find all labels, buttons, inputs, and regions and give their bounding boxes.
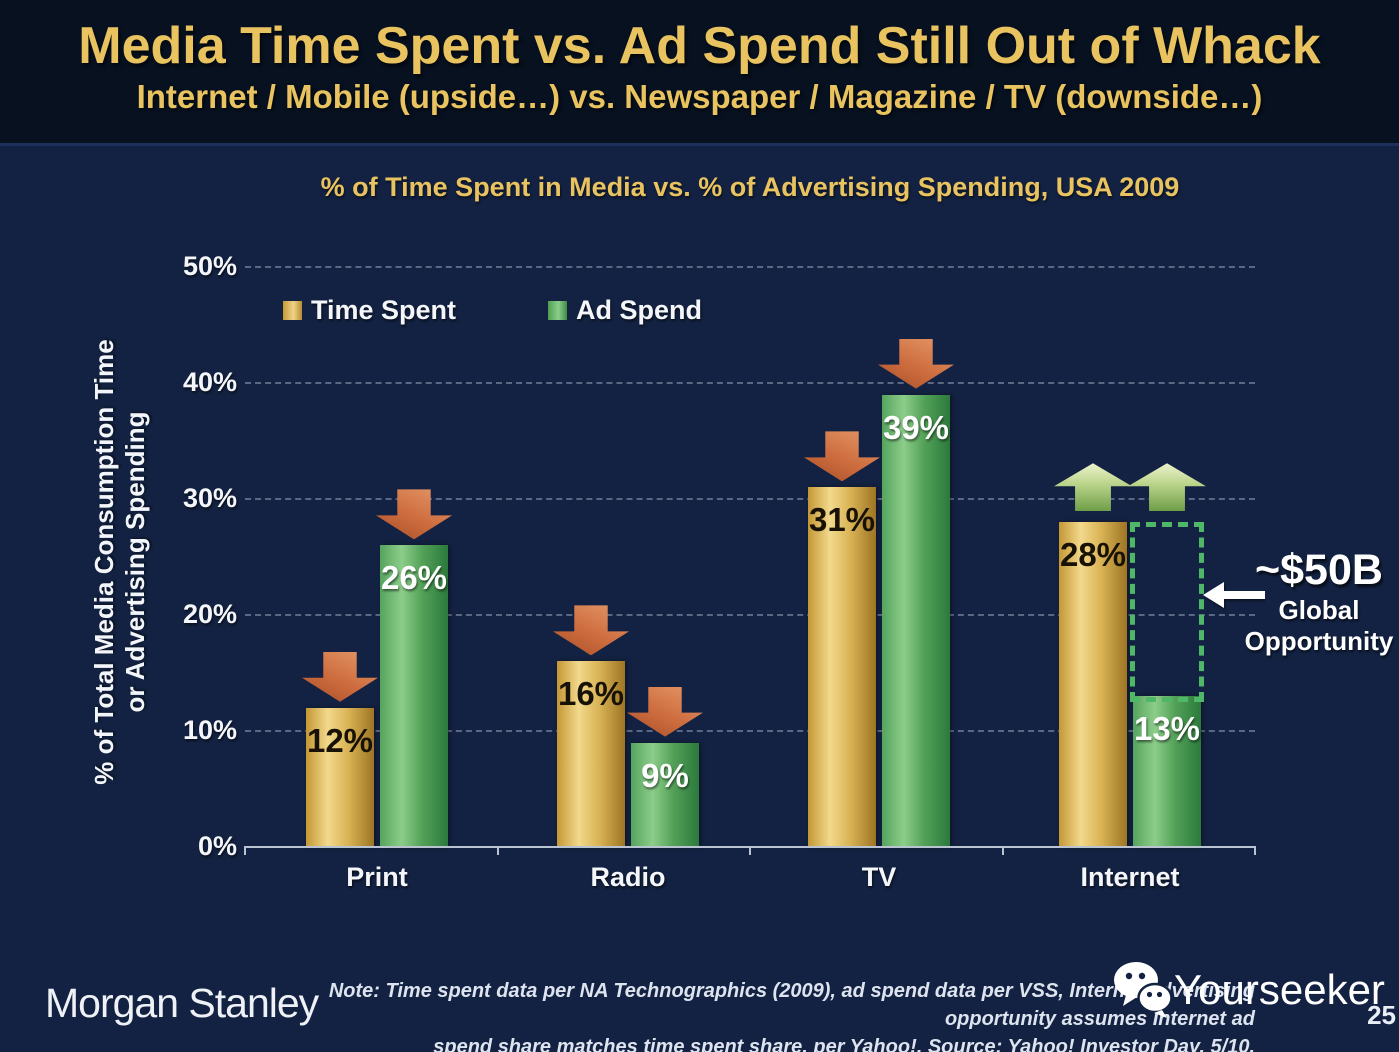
x-category-label-internet: Internet bbox=[1080, 862, 1180, 892]
opportunity-label-line1: Global bbox=[1278, 595, 1360, 625]
y-tick-label: 10% bbox=[182, 715, 237, 745]
x-axis-tick bbox=[244, 846, 246, 855]
slide-header: Media Time Spent vs. Ad Spend Still Out … bbox=[0, 0, 1399, 146]
down-arrow-icon bbox=[804, 431, 880, 482]
bar-ad-spend-tv: 39% bbox=[882, 394, 950, 847]
up-arrow-icon bbox=[1054, 463, 1132, 512]
down-arrow-icon bbox=[553, 605, 629, 656]
bar-value-label: 16% bbox=[557, 675, 625, 713]
y-tick-label: 0% bbox=[197, 831, 237, 861]
wechat-icon bbox=[1114, 962, 1173, 1018]
bar-value-label: 39% bbox=[882, 408, 950, 446]
bar-time-spent-internet: 28% bbox=[1059, 522, 1127, 847]
y-tick-label: 20% bbox=[182, 599, 237, 629]
x-axis-tick bbox=[496, 846, 499, 855]
watermark: Yourseeker bbox=[1112, 960, 1385, 1018]
bar-ad-spend-internet: 13% bbox=[1133, 696, 1201, 847]
bar-time-spent-print: 12% bbox=[306, 707, 374, 847]
y-tick-label: 50% bbox=[182, 251, 237, 281]
bar-ad-spend-radio: 9% bbox=[631, 742, 699, 847]
chart-legend: Time Spent Ad Spend bbox=[283, 295, 702, 326]
bar-time-spent-radio: 16% bbox=[557, 661, 625, 847]
down-arrow-icon bbox=[302, 651, 378, 702]
bar-value-label: 13% bbox=[1133, 710, 1201, 748]
opportunity-label-line2: Opportunity bbox=[1244, 626, 1394, 656]
bar-ad-spend-print: 26% bbox=[380, 545, 448, 847]
gridline-30% bbox=[245, 498, 1255, 500]
gridline-50% bbox=[245, 266, 1255, 268]
x-axis-tick bbox=[1254, 846, 1256, 855]
opportunity-annotation: ~$50B Global Opportunity bbox=[1240, 546, 1398, 657]
source-note-line2: spend share matches time spent share, pe… bbox=[433, 1036, 1255, 1052]
slide-subtitle: Internet / Mobile (upside…) vs. Newspape… bbox=[136, 78, 1263, 115]
legend-label-time-spent: Time Spent bbox=[311, 295, 457, 325]
bar-time-spent-tv: 31% bbox=[808, 487, 876, 847]
opportunity-value: ~$50B bbox=[1255, 546, 1383, 594]
legend-item-time-spent: Time Spent bbox=[283, 295, 456, 326]
legend-item-ad-spend: Ad Spend bbox=[548, 295, 702, 326]
bar-value-label: 9% bbox=[641, 756, 689, 794]
legend-label-ad-spend: Ad Spend bbox=[576, 295, 703, 325]
source-note-line1: Note: Time spent data per NA Technograph… bbox=[328, 980, 1255, 1030]
y-tick-label: 40% bbox=[182, 367, 237, 397]
left-pointer-arrow-icon bbox=[1203, 582, 1265, 608]
bar-value-label: 26% bbox=[380, 559, 448, 597]
ad-spend-swatch-icon bbox=[548, 301, 568, 320]
x-axis-tick bbox=[1001, 846, 1004, 855]
x-category-label-print: Print bbox=[346, 862, 408, 892]
x-category-label-tv: TV bbox=[861, 862, 897, 892]
x-category-label-radio: Radio bbox=[590, 862, 666, 892]
gridline-20% bbox=[245, 614, 1255, 616]
y-axis-title-line1: % of Total Media Consumption Time bbox=[89, 339, 119, 785]
y-axis-title: % of Total Media Consumption Time or Adv… bbox=[89, 284, 151, 840]
slide-title: Media Time Spent vs. Ad Spend Still Out … bbox=[78, 17, 1321, 75]
down-arrow-icon bbox=[376, 489, 452, 540]
bar-value-label: 28% bbox=[1059, 536, 1127, 574]
watermark-text: Yourseeker bbox=[1174, 966, 1385, 1013]
bar-value-label: 12% bbox=[306, 721, 374, 759]
gridline-10% bbox=[245, 730, 1255, 732]
opportunity-gap-box bbox=[1130, 522, 1204, 703]
x-axis-tick bbox=[749, 846, 751, 855]
source-note: Note: Time spent data per NA Technograph… bbox=[318, 977, 1255, 1052]
time-spent-swatch-icon bbox=[283, 301, 302, 320]
chart-title: % of Time Spent in Media vs. % of Advert… bbox=[320, 172, 1180, 202]
page-number: 25 bbox=[1367, 1000, 1396, 1030]
y-axis-title-line2: or Advertising Spending bbox=[120, 411, 150, 713]
y-tick-label: 30% bbox=[182, 483, 237, 513]
bar-value-label: 31% bbox=[808, 501, 876, 539]
gridline-40% bbox=[245, 382, 1255, 384]
morgan-stanley-logo: Morgan Stanley bbox=[45, 980, 319, 1026]
up-arrow-icon bbox=[1128, 463, 1206, 512]
